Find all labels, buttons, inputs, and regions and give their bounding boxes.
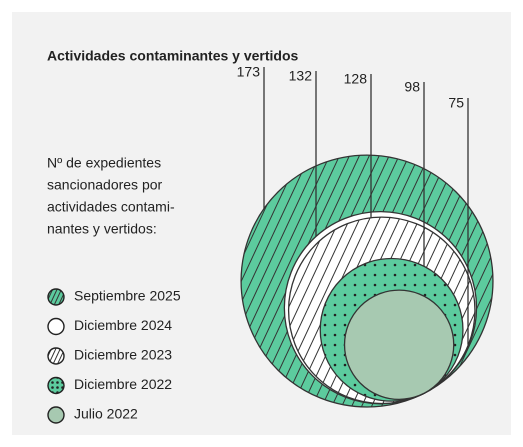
legend-label: Julio 2022 xyxy=(74,406,138,422)
legend-icon xyxy=(47,317,65,336)
legend-label: Diciembre 2022 xyxy=(74,376,172,392)
subtitle-line: sancionadores por xyxy=(47,177,163,193)
value-label: 98 xyxy=(404,79,420,95)
value-label: 128 xyxy=(344,71,368,87)
value-label: 132 xyxy=(289,68,313,84)
legend-icon xyxy=(47,376,65,395)
value-label: 173 xyxy=(237,64,261,80)
legend-label: Diciembre 2023 xyxy=(74,347,172,363)
circle xyxy=(343,289,455,401)
subtitle-line: Nº de expedientes xyxy=(47,155,161,171)
value-label: 75 xyxy=(448,95,464,111)
legend-icon xyxy=(47,406,65,424)
subtitle-line: actividades contami- xyxy=(47,199,175,215)
subtitle-line: nantes y vertidos: xyxy=(47,221,157,237)
legend-icon xyxy=(47,347,65,365)
chart-title: Actividades contaminantes y vertidos xyxy=(47,48,299,64)
legend-icon xyxy=(47,288,65,306)
legend-label: Septiembre 2025 xyxy=(74,288,181,304)
legend-label: Diciembre 2024 xyxy=(74,317,172,333)
